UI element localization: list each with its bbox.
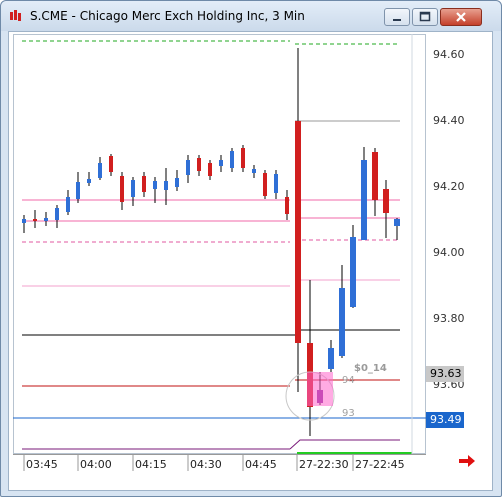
candle: [55, 208, 59, 220]
time-label: 27-22:45: [355, 458, 405, 471]
order-lower-level: 93: [342, 408, 355, 419]
price-label: 94.00: [433, 246, 465, 259]
candle: [230, 151, 234, 168]
price-label: 94.40: [433, 114, 465, 127]
candle: [175, 178, 179, 187]
marker-price-badge: 93.49: [426, 412, 464, 428]
candle: [109, 156, 113, 172]
current-price-badge: 93.63: [426, 366, 464, 382]
time-label: 04:15: [135, 458, 167, 471]
order-upper-level: 94: [342, 375, 355, 386]
candle: [274, 174, 278, 193]
candle: [186, 160, 190, 175]
candle: [339, 288, 345, 356]
candle: [328, 348, 334, 369]
price-label: 93.80: [433, 312, 465, 325]
price-plot-area[interactable]: [13, 34, 426, 454]
maximize-icon: [419, 11, 431, 22]
order-pnl-label: $0_14: [354, 363, 387, 374]
minimize-button[interactable]: [384, 8, 410, 26]
candle: [120, 176, 124, 202]
time-label: 27-22:30: [299, 458, 349, 471]
candle: [197, 158, 201, 171]
candle: [44, 218, 48, 221]
time-label: 04:45: [245, 458, 277, 471]
time-label: 04:00: [80, 458, 112, 471]
time-label: 04:30: [190, 458, 222, 471]
maximize-button[interactable]: [412, 8, 438, 26]
time-label: 03:45: [26, 458, 58, 471]
window-title: S.CME - Chicago Merc Exch Holding Inc, 3…: [30, 9, 305, 23]
candle: [76, 182, 80, 199]
close-button[interactable]: [440, 8, 482, 26]
candle: [142, 176, 146, 192]
candle: [350, 237, 356, 307]
title-bar[interactable]: S.CME - Chicago Merc Exch Holding Inc, 3…: [1, 1, 501, 31]
candle: [66, 197, 70, 212]
candle: [153, 181, 157, 189]
candle: [241, 148, 245, 168]
time-axis-line: [13, 454, 426, 455]
app-icon: [10, 10, 21, 21]
candle: [295, 121, 301, 343]
order-highlight-box: [307, 372, 333, 406]
purple-level-line-right: [289, 439, 400, 450]
candle: [219, 160, 223, 166]
candle: [33, 219, 37, 221]
candle: [87, 179, 91, 183]
candle: [361, 160, 367, 240]
candle: [394, 219, 400, 226]
candle: [164, 181, 168, 190]
candle: [252, 169, 256, 173]
close-icon: [456, 12, 466, 22]
price-label: 94.60: [433, 48, 465, 61]
minimize-icon: [393, 19, 401, 21]
candle: [372, 152, 378, 200]
candle: [285, 197, 289, 214]
candle: [263, 173, 267, 196]
candle: [208, 163, 212, 176]
scroll-right-arrow-icon[interactable]: [458, 455, 476, 467]
candle: [98, 163, 102, 178]
price-label: 94.20: [433, 180, 465, 193]
candle: [383, 189, 389, 213]
candle: [131, 180, 135, 197]
candle: [22, 219, 26, 223]
